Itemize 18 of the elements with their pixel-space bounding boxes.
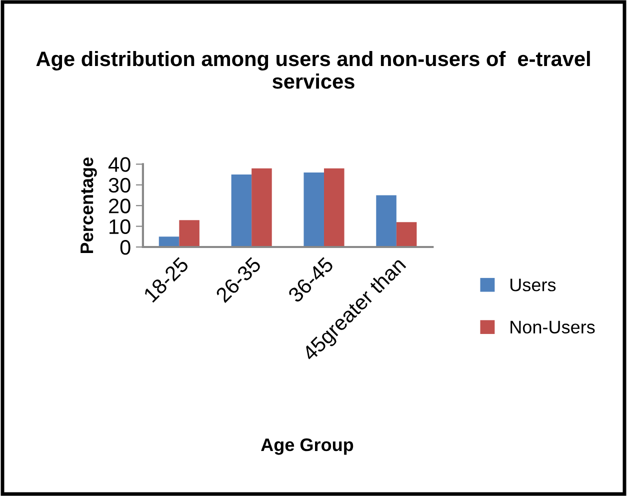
bar xyxy=(231,174,252,248)
bar xyxy=(158,236,180,248)
bar xyxy=(396,222,417,248)
legend-label: Non-Users xyxy=(510,320,595,334)
bar xyxy=(324,168,344,248)
x-axis-title: Age Group xyxy=(261,438,354,455)
y-tick-label: 10 xyxy=(110,219,130,234)
y-tick-label: 0 xyxy=(120,240,130,255)
bar xyxy=(179,220,200,248)
legend-label: Users xyxy=(510,278,556,292)
bar xyxy=(252,168,272,248)
y-tick-label: 30 xyxy=(108,178,130,193)
y-tick-label: 40 xyxy=(108,157,130,172)
y-tick-label: 20 xyxy=(109,198,130,214)
bar xyxy=(376,195,396,248)
chart-title: Age distribution among users and non-users of e-travel services xyxy=(36,50,590,89)
bar xyxy=(304,172,324,248)
y-axis-title: Percentage xyxy=(80,158,97,254)
